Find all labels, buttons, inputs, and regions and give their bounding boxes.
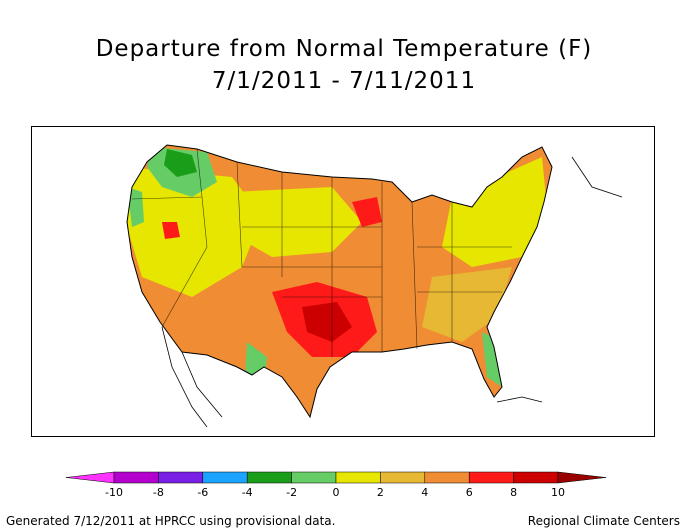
legend-bin: [113, 471, 159, 484]
legend-tick-label: -10: [105, 486, 123, 499]
base-warm-region: [127, 145, 552, 417]
state-boundaries: [131, 148, 512, 357]
map-date-range: 7/1/2011 - 7/11/2011: [211, 68, 477, 94]
nevada-hot-spot: [162, 222, 180, 239]
map-title: Departure from Normal Temperature (F): [95, 36, 593, 62]
legend-bin: [246, 471, 292, 484]
oklahoma-hottest-core: [302, 302, 352, 342]
legend-bin: [291, 471, 337, 484]
legend-bin: [66, 471, 115, 484]
legend-tick-label: 10: [551, 486, 565, 499]
legend-bin: [513, 471, 559, 484]
washington-cool-core: [164, 149, 197, 177]
legend-tick-label: 6: [466, 486, 473, 499]
map-frame: [31, 126, 655, 437]
legend-bin: [202, 471, 248, 484]
legend-tick-label: -6: [197, 486, 208, 499]
northern-plains-near-normal: [232, 187, 362, 257]
legend-tick-label: 0: [333, 486, 340, 499]
legend-bin: [557, 471, 607, 484]
border-coastline-fragments: [161, 156, 623, 428]
legend-bin: [335, 471, 381, 484]
legend-tick-label: -4: [242, 486, 253, 499]
southeast-warm-region: [422, 267, 512, 342]
generated-note: Generated 7/12/2011 at HPRCC using provi…: [6, 514, 336, 528]
northeast-near-normal: [442, 157, 547, 267]
legend-bin: [158, 471, 204, 484]
upper-midwest-hot-spot: [352, 197, 382, 227]
us-outline: [126, 144, 553, 419]
legend-bin: [380, 471, 426, 484]
legend-tick-label: -8: [153, 486, 164, 499]
legend-bin: [424, 471, 470, 484]
temperature-departure-map: [126, 144, 623, 428]
legend-tick-label: 4: [421, 486, 428, 499]
color-scale-legend: -10 -8 -6 -4 -2 0 2 4 6 8 10: [66, 471, 607, 499]
legend-bin: [468, 471, 514, 484]
legend-tick-label: -2: [286, 486, 297, 499]
west-near-normal-region: [127, 167, 262, 297]
legend-tick-label: 8: [510, 486, 517, 499]
source-credit: Regional Climate Centers: [527, 514, 680, 528]
oregon-coast-cool: [127, 187, 144, 227]
legend-tick-label: 2: [377, 486, 384, 499]
